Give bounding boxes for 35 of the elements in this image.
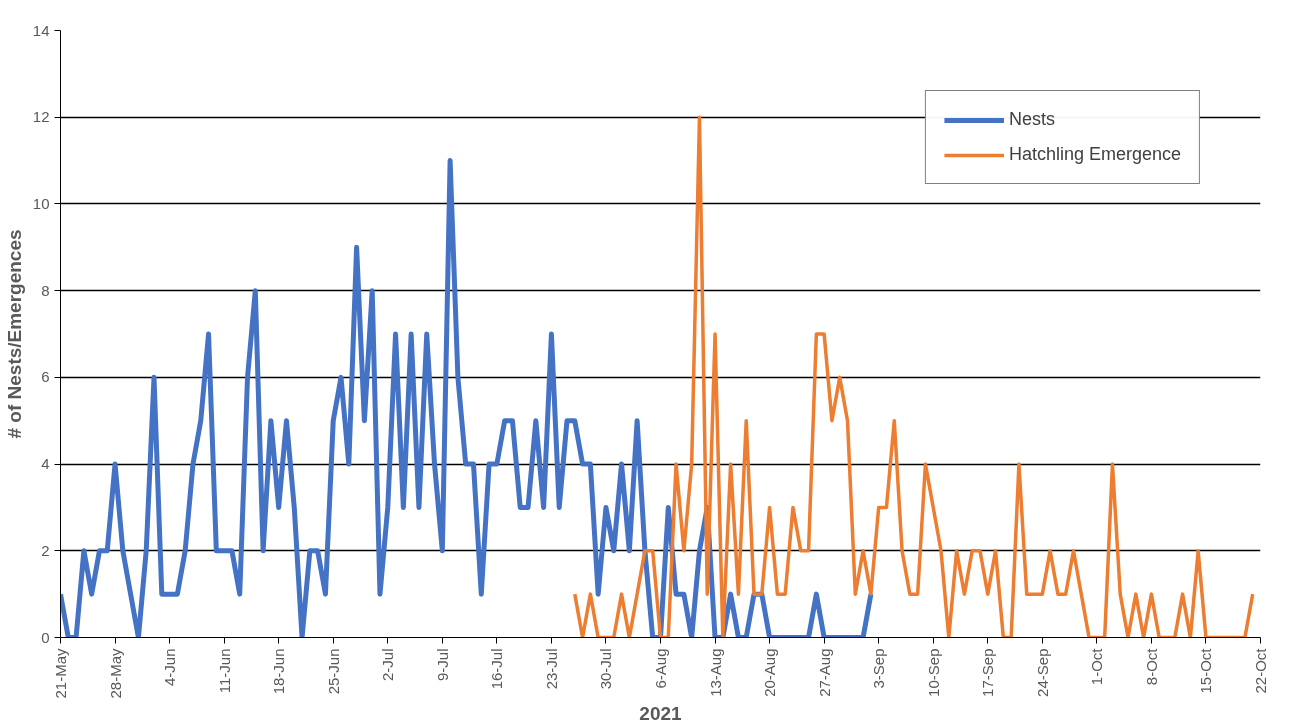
x-tick-label: 18-Jun	[270, 648, 288, 695]
x-tick-label: 11-Jun	[215, 648, 233, 694]
y-tick-label: 12	[32, 108, 50, 126]
x-tick-label: 15-Oct	[1197, 647, 1215, 694]
y-axis-title: # of Nests/Emergences	[3, 229, 25, 439]
x-tick-label: 21-May	[52, 648, 69, 699]
y-tick-label: 4	[41, 455, 50, 473]
x-tick-label: 27-Aug	[815, 648, 833, 697]
x-tick-label: 17-Sep	[979, 648, 997, 697]
y-tick-label: 6	[41, 368, 50, 386]
legend-label: Nests	[1008, 109, 1055, 130]
y-tick-label: 10	[32, 194, 50, 212]
x-tick-label: 30-Jul	[597, 648, 615, 690]
x-tick-label: 20-Aug	[761, 648, 779, 697]
y-tick-label: 0	[41, 628, 50, 646]
x-tick-label: 8-Oct	[1142, 647, 1160, 686]
x-tick-label: 28-May	[106, 648, 124, 699]
x-axis-title: 2021	[639, 702, 683, 724]
y-tick-label: 8	[41, 281, 50, 299]
x-tick-label: 3-Sep	[870, 648, 888, 689]
x-tick-label: 24-Sep	[1033, 648, 1051, 697]
x-tick-label: 23-Jul	[542, 648, 560, 690]
x-tick-label: 22-Oct	[1252, 647, 1269, 694]
x-tick-label: 25-Jun	[324, 648, 342, 695]
x-tick-label: 2-Jul	[379, 648, 397, 682]
x-tick-label: 4-Jun	[161, 648, 179, 687]
y-tick-label: 2	[41, 541, 50, 559]
x-tick-label: 16-Jul	[488, 648, 506, 690]
x-tick-label: 13-Aug	[706, 648, 724, 697]
legend-label: Hatchling Emergence	[1008, 144, 1181, 165]
x-tick-label: 9-Jul	[433, 648, 451, 682]
x-tick-label: 1-Oct	[1088, 647, 1106, 686]
y-tick-label: 14	[32, 21, 50, 39]
x-tick-label: 10-Sep	[924, 648, 942, 697]
x-tick-label: 6-Aug	[652, 648, 669, 689]
